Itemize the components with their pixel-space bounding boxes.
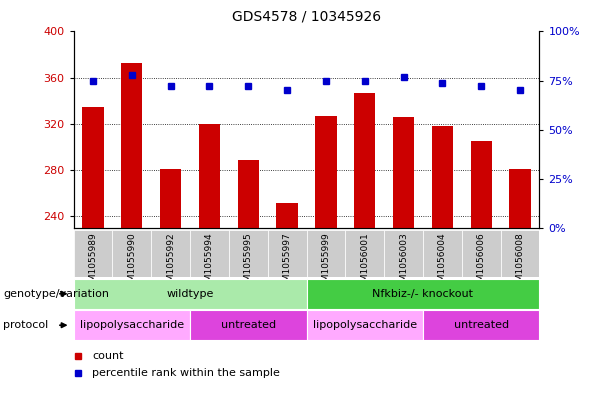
Bar (160, 169, 181, 228)
Bar (74, 310, 190, 340)
Bar (268, 230, 306, 277)
Text: GSM1055994: GSM1055994 (205, 232, 214, 293)
Text: percentile rank within the sample: percentile rank within the sample (92, 368, 280, 378)
Bar (82, 107, 104, 228)
Text: untreated: untreated (221, 320, 276, 330)
Bar (199, 124, 220, 228)
Bar (306, 279, 539, 309)
Text: GSM1055995: GSM1055995 (244, 232, 253, 293)
Bar (151, 230, 190, 277)
Text: lipopolysaccharide: lipopolysaccharide (313, 320, 417, 330)
Bar (384, 230, 423, 277)
Text: GSM1055989: GSM1055989 (88, 232, 97, 293)
Bar (306, 230, 345, 277)
Text: GSM1055999: GSM1055999 (321, 232, 330, 293)
Bar (393, 117, 414, 228)
Bar (354, 93, 375, 228)
Bar (315, 116, 337, 228)
Text: GSM1056004: GSM1056004 (438, 232, 447, 293)
Text: Nfkbiz-/- knockout: Nfkbiz-/- knockout (373, 289, 473, 299)
Text: GSM1056008: GSM1056008 (516, 232, 525, 293)
Bar (471, 141, 492, 228)
Bar (276, 202, 298, 228)
Bar (229, 230, 268, 277)
Text: GDS4578 / 10345926: GDS4578 / 10345926 (232, 10, 381, 24)
Text: genotype/variation: genotype/variation (3, 289, 109, 299)
Bar (345, 230, 384, 277)
Bar (121, 62, 142, 228)
Bar (190, 230, 229, 277)
Bar (306, 310, 423, 340)
Bar (423, 310, 539, 340)
Bar (501, 230, 539, 277)
Text: GSM1055992: GSM1055992 (166, 232, 175, 293)
Text: GSM1055990: GSM1055990 (128, 232, 136, 293)
Bar (112, 230, 151, 277)
Bar (74, 230, 112, 277)
Text: count: count (92, 351, 124, 361)
Text: GSM1056006: GSM1056006 (477, 232, 485, 293)
Bar (432, 126, 453, 228)
Text: protocol: protocol (3, 320, 48, 330)
Bar (423, 230, 462, 277)
Text: GSM1056001: GSM1056001 (360, 232, 369, 293)
Bar (238, 160, 259, 228)
Bar (74, 279, 306, 309)
Text: GSM1056003: GSM1056003 (399, 232, 408, 293)
Bar (190, 310, 306, 340)
Text: wildtype: wildtype (166, 289, 214, 299)
Text: lipopolysaccharide: lipopolysaccharide (80, 320, 184, 330)
Text: GSM1055997: GSM1055997 (283, 232, 292, 293)
Bar (462, 230, 501, 277)
Bar (509, 169, 531, 228)
Text: untreated: untreated (454, 320, 509, 330)
